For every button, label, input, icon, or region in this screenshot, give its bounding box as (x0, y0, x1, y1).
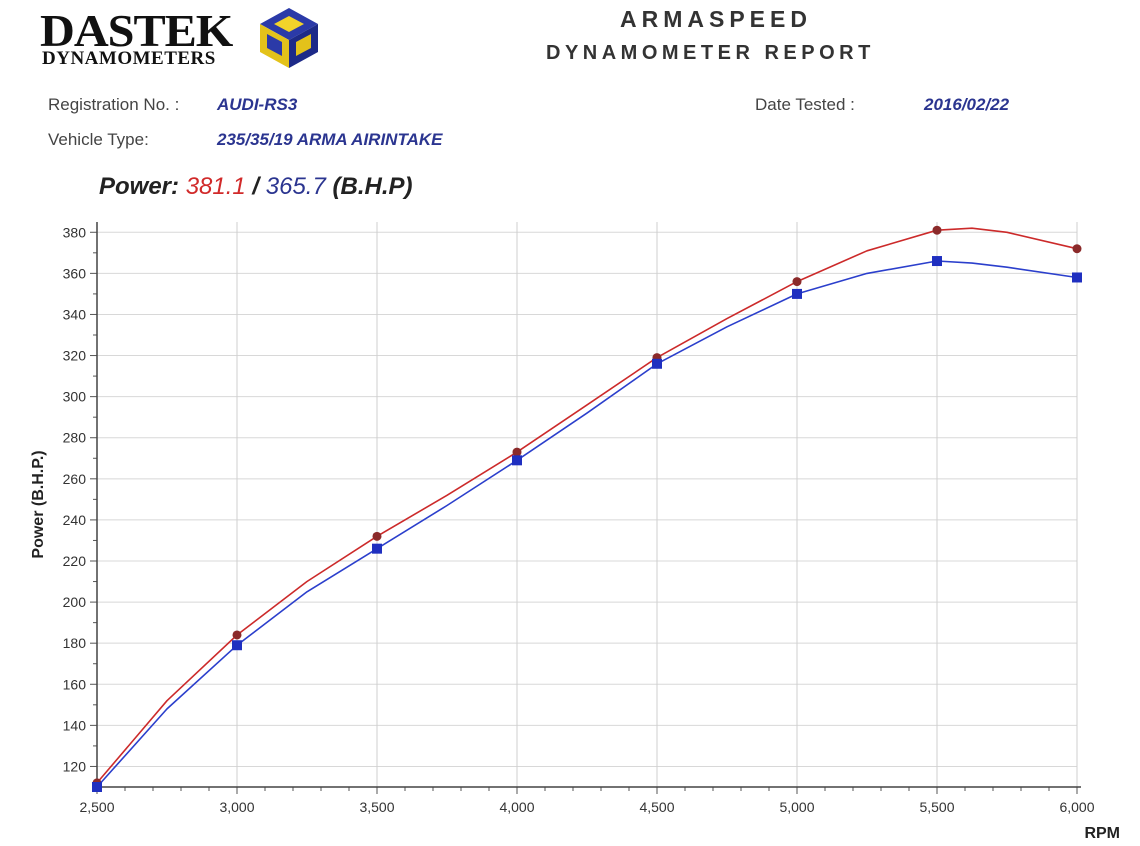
y-tick-label: 320 (63, 348, 87, 364)
report-title: ARMASPEED (620, 6, 812, 32)
x-tick-label: 3,500 (359, 799, 394, 815)
y-tick-label: 240 (63, 512, 87, 528)
series-2-point (652, 358, 662, 369)
x-tick-label: 5,000 (779, 799, 814, 815)
cube-logo-icon (260, 8, 318, 68)
x-tick-label: 3,000 (219, 799, 254, 815)
series-2-point (1072, 272, 1082, 283)
y-tick-label: 380 (63, 224, 87, 240)
vehicle-type-label: Vehicle Type: (48, 130, 149, 149)
series-2-point (92, 782, 102, 792)
y-tick-label: 180 (63, 635, 87, 651)
series-2-point (932, 256, 942, 267)
series-1-point (232, 630, 242, 640)
power-label: Power: (99, 173, 180, 200)
report-subtitle: DYNAMOMETER REPORT (546, 42, 875, 64)
power-value-red: 381.1 (185, 173, 246, 200)
series-1-point (932, 225, 942, 235)
y-tick-label: 220 (63, 553, 87, 569)
series-line-1 (96, 227, 1078, 784)
power-unit: (B.H.P) (332, 173, 413, 200)
power-separator: / (252, 173, 260, 200)
series-1-point (1072, 244, 1082, 254)
power-summary: Power: 381.1 / 365.7 (B.H.P) (99, 173, 413, 201)
x-axis-label: RPM (1084, 825, 1120, 842)
y-axis-label: Power (B.H.P.) (30, 450, 47, 558)
y-tick-label: 120 (63, 758, 87, 774)
y-tick-label: 300 (63, 389, 87, 405)
x-tick-label: 2,500 (79, 799, 114, 815)
y-tick-label: 200 (63, 594, 87, 610)
x-tick-label: 6,000 (1059, 799, 1094, 815)
x-tick-label: 4,500 (639, 799, 674, 815)
series-2-point (372, 543, 382, 554)
y-tick-label: 360 (63, 265, 87, 281)
registration-label: Registration No. : (48, 95, 180, 114)
series-line-2 (96, 260, 1078, 788)
date-tested-value: 2016/02/22 (924, 95, 1010, 114)
series-1-point (792, 277, 802, 287)
brand-name: DASTEK (40, 5, 233, 56)
y-tick-label: 140 (63, 717, 87, 733)
registration-value: AUDI-RS3 (217, 95, 298, 114)
series-1-point (512, 447, 522, 457)
series-2-point (232, 640, 242, 651)
brand-subtitle: DYNAMOMETERS (42, 48, 216, 69)
y-tick-label: 280 (63, 430, 87, 446)
y-tick-label: 340 (63, 306, 87, 322)
x-tick-label: 4,000 (499, 799, 534, 815)
series-2-point (792, 288, 802, 299)
series-2-point (512, 455, 522, 466)
y-tick-label: 160 (63, 676, 87, 692)
power-value-blue: 365.7 (265, 173, 326, 200)
date-tested-label: Date Tested : (755, 95, 855, 114)
vehicle-type-value: 235/35/19 ARMA AIRINTAKE (217, 130, 443, 149)
series-1-point (372, 531, 382, 541)
x-tick-label: 5,500 (919, 799, 954, 815)
y-tick-label: 260 (63, 471, 87, 487)
